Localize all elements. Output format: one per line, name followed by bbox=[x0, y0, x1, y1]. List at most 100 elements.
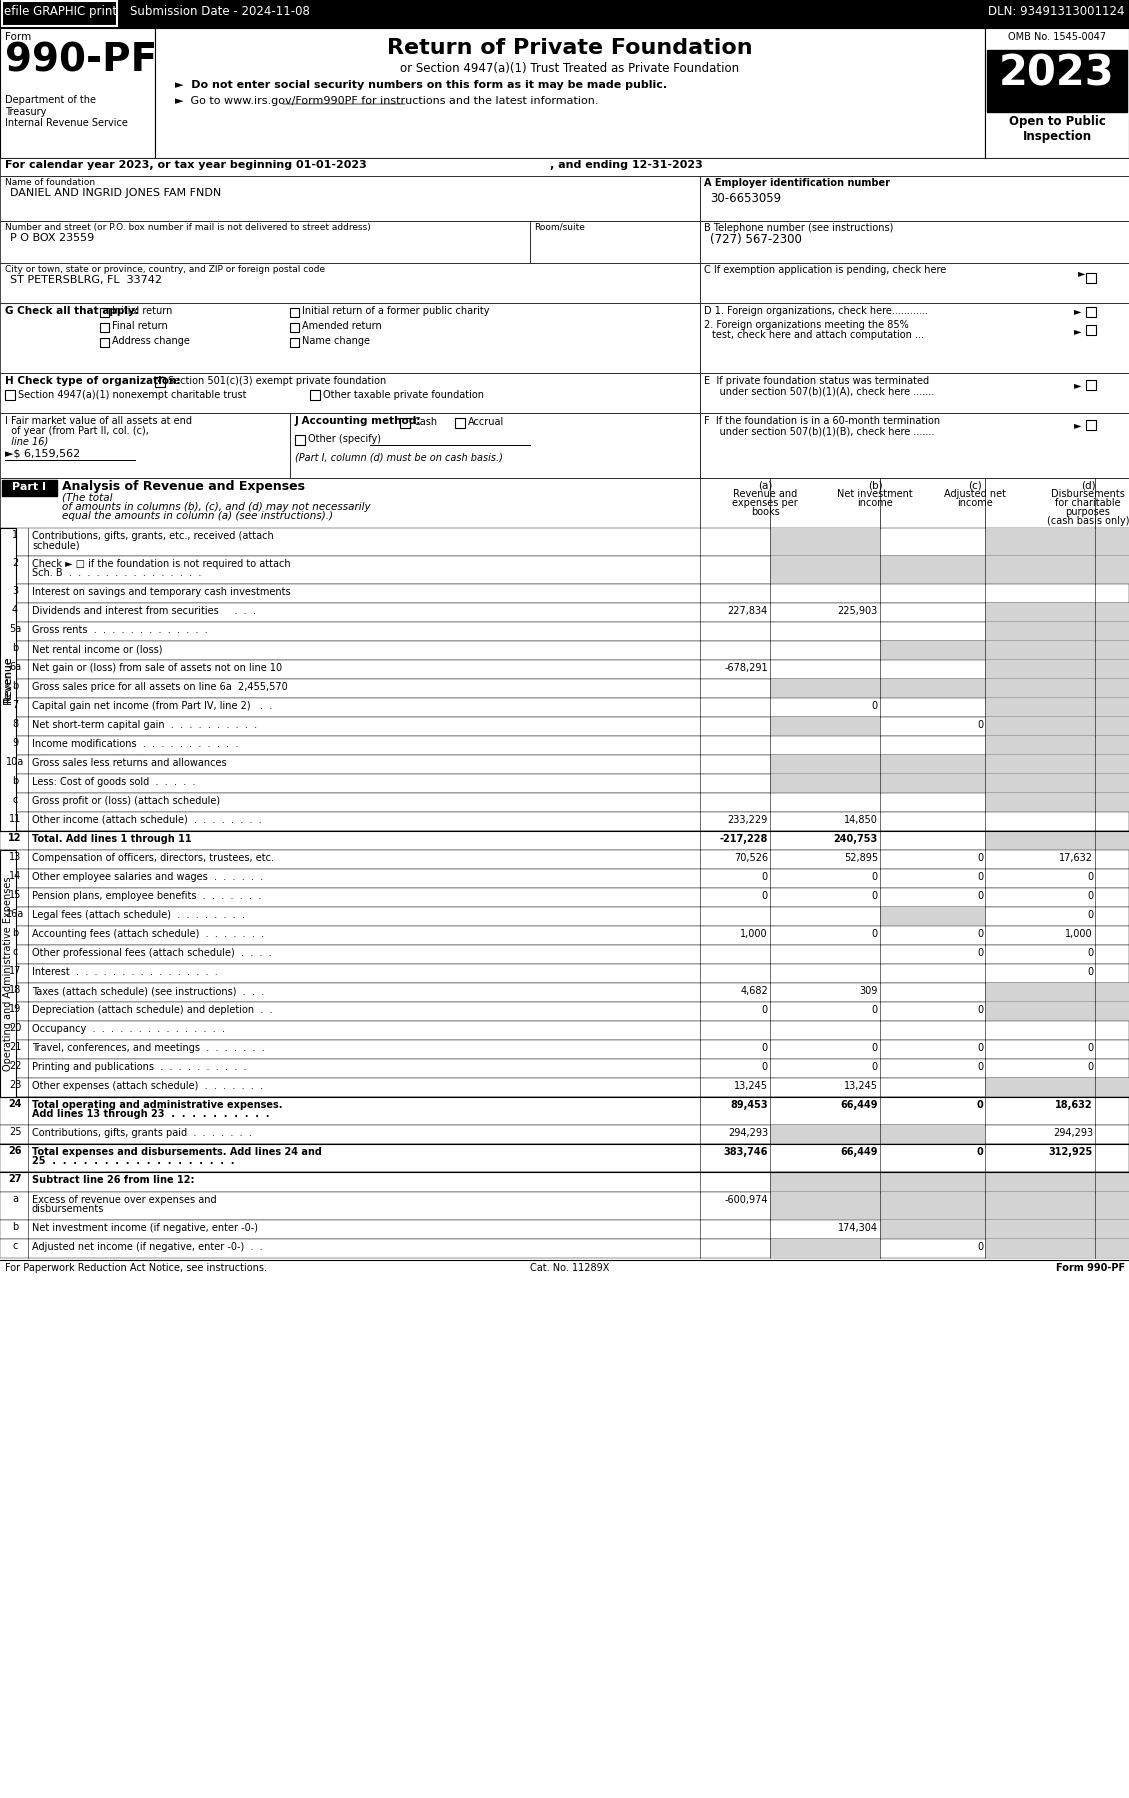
Text: 0: 0 bbox=[977, 1100, 983, 1109]
Bar bbox=[2, 480, 56, 496]
Text: Accounting fees (attach schedule)  .  .  .  .  .  .  .: Accounting fees (attach schedule) . . . … bbox=[32, 930, 264, 939]
Text: 6a: 6a bbox=[9, 662, 21, 672]
Bar bbox=[879, 556, 984, 584]
Text: test, check here and attach computation ...: test, check here and attach computation … bbox=[712, 331, 924, 340]
Bar bbox=[0, 888, 1129, 906]
Text: 21: 21 bbox=[9, 1043, 21, 1052]
Bar bbox=[770, 680, 879, 698]
Text: (727) 567-2300: (727) 567-2300 bbox=[710, 234, 802, 246]
Bar bbox=[0, 1239, 1129, 1259]
Bar bbox=[0, 176, 700, 221]
Text: a: a bbox=[12, 1194, 18, 1205]
Text: 0: 0 bbox=[1087, 872, 1093, 883]
Bar bbox=[984, 622, 1129, 642]
Text: 0: 0 bbox=[977, 719, 983, 730]
Text: DLN: 93491313001124: DLN: 93491313001124 bbox=[989, 5, 1124, 18]
Text: -217,228: -217,228 bbox=[719, 834, 768, 843]
Bar bbox=[0, 414, 290, 478]
Text: Other employee salaries and wages  .  .  .  .  .  .: Other employee salaries and wages . . . … bbox=[32, 872, 263, 883]
Text: Net investment income (if negative, enter -0-): Net investment income (if negative, ente… bbox=[32, 1223, 259, 1233]
Text: 2. Foreign organizations meeting the 85%: 2. Foreign organizations meeting the 85% bbox=[704, 320, 909, 331]
Text: 13,245: 13,245 bbox=[734, 1081, 768, 1091]
Bar bbox=[770, 755, 879, 773]
Text: For calendar year 2023, or tax year beginning 01-01-2023: For calendar year 2023, or tax year begi… bbox=[5, 160, 367, 171]
Text: Add lines 13 through 23  .  .  .  .  .  .  .  .  .  .: Add lines 13 through 23 . . . . . . . . … bbox=[32, 1109, 270, 1118]
Bar bbox=[100, 338, 110, 347]
Bar bbox=[155, 378, 165, 387]
Text: 15: 15 bbox=[9, 890, 21, 901]
Bar bbox=[0, 29, 155, 158]
Bar bbox=[984, 831, 1129, 850]
Bar bbox=[0, 964, 1129, 984]
Bar bbox=[0, 1059, 1129, 1079]
Text: 25  .  .  .  .  .  .  .  .  .  .  .  .  .  .  .  .  .  .: 25 . . . . . . . . . . . . . . . . . . bbox=[32, 1156, 235, 1165]
Text: 0: 0 bbox=[1087, 1063, 1093, 1072]
Text: Total. Add lines 1 through 11: Total. Add lines 1 through 11 bbox=[32, 834, 192, 843]
Bar bbox=[0, 0, 1129, 29]
Text: Contributions, gifts, grants, etc., received (attach: Contributions, gifts, grants, etc., rece… bbox=[32, 530, 273, 541]
Text: 30-6653059: 30-6653059 bbox=[710, 192, 781, 205]
Text: Net short-term capital gain  .  .  .  .  .  .  .  .  .  .: Net short-term capital gain . . . . . . … bbox=[32, 719, 257, 730]
Text: b: b bbox=[12, 777, 18, 786]
Bar bbox=[770, 773, 879, 793]
Bar bbox=[879, 1221, 984, 1239]
Bar bbox=[700, 263, 1129, 304]
Bar bbox=[984, 602, 1129, 622]
Text: Final return: Final return bbox=[112, 322, 168, 331]
Text: (a): (a) bbox=[758, 480, 772, 491]
Bar bbox=[984, 717, 1129, 735]
Text: , and ending 12-31-2023: , and ending 12-31-2023 bbox=[550, 160, 702, 171]
Bar bbox=[0, 1079, 1129, 1097]
Text: 3: 3 bbox=[12, 586, 18, 595]
Text: or Section 4947(a)(1) Trust Treated as Private Foundation: or Section 4947(a)(1) Trust Treated as P… bbox=[401, 61, 739, 76]
Text: D 1. Foreign organizations, check here............: D 1. Foreign organizations, check here..… bbox=[704, 306, 928, 316]
Bar bbox=[0, 926, 1129, 946]
Text: 0: 0 bbox=[872, 930, 878, 939]
Text: Address change: Address change bbox=[112, 336, 190, 345]
Text: B Telephone number (see instructions): B Telephone number (see instructions) bbox=[704, 223, 893, 234]
Bar bbox=[0, 584, 1129, 602]
Bar bbox=[0, 813, 1129, 831]
Bar bbox=[0, 556, 1129, 584]
Text: ►  Do not enter social security numbers on this form as it may be made public.: ► Do not enter social security numbers o… bbox=[175, 79, 667, 90]
Text: 0: 0 bbox=[977, 1043, 983, 1054]
Bar bbox=[770, 1192, 879, 1221]
Text: 0: 0 bbox=[977, 1242, 983, 1251]
Text: 0: 0 bbox=[977, 1063, 983, 1072]
Text: (b): (b) bbox=[868, 480, 882, 491]
Text: Travel, conferences, and meetings  .  .  .  .  .  .  .: Travel, conferences, and meetings . . . … bbox=[32, 1043, 264, 1054]
Text: line 16): line 16) bbox=[5, 435, 49, 446]
Bar bbox=[0, 1192, 1129, 1221]
Text: Gross profit or (loss) (attach schedule): Gross profit or (loss) (attach schedule) bbox=[32, 797, 220, 806]
Bar bbox=[0, 478, 1129, 529]
Text: ►  Go to www.irs.gov/Form990PF for instructions and the latest information.: ► Go to www.irs.gov/Form990PF for instru… bbox=[175, 95, 598, 106]
Text: books: books bbox=[751, 507, 779, 518]
Bar bbox=[400, 417, 410, 428]
Text: for charitable: for charitable bbox=[1056, 498, 1121, 509]
Bar bbox=[984, 529, 1129, 556]
Text: 4: 4 bbox=[12, 604, 18, 615]
Text: 20: 20 bbox=[9, 1023, 21, 1034]
Text: Dividends and interest from securities     .  .  .: Dividends and interest from securities .… bbox=[32, 606, 256, 617]
Bar bbox=[700, 221, 1129, 263]
Text: 1,000: 1,000 bbox=[741, 930, 768, 939]
Text: Name of foundation: Name of foundation bbox=[5, 178, 95, 187]
Text: Revenue: Revenue bbox=[3, 654, 14, 703]
Bar bbox=[984, 1192, 1129, 1221]
Bar bbox=[700, 176, 1129, 221]
Text: Occupancy  .  .  .  .  .  .  .  .  .  .  .  .  .  .  .: Occupancy . . . . . . . . . . . . . . . bbox=[32, 1025, 225, 1034]
Text: 0: 0 bbox=[977, 948, 983, 958]
Text: ►: ► bbox=[1078, 268, 1085, 279]
Bar bbox=[0, 263, 700, 304]
Text: c: c bbox=[12, 1241, 18, 1251]
Text: H Check type of organization:: H Check type of organization: bbox=[5, 376, 181, 387]
Bar bbox=[879, 1192, 984, 1221]
Bar bbox=[700, 414, 1129, 478]
Text: -600,974: -600,974 bbox=[725, 1196, 768, 1205]
Bar bbox=[1086, 307, 1096, 316]
Text: F  If the foundation is in a 60-month termination: F If the foundation is in a 60-month ter… bbox=[704, 415, 940, 426]
Text: (The total: (The total bbox=[62, 493, 113, 503]
Text: I Fair market value of all assets at end: I Fair market value of all assets at end bbox=[5, 415, 192, 426]
Bar bbox=[770, 717, 879, 735]
Bar bbox=[879, 773, 984, 793]
